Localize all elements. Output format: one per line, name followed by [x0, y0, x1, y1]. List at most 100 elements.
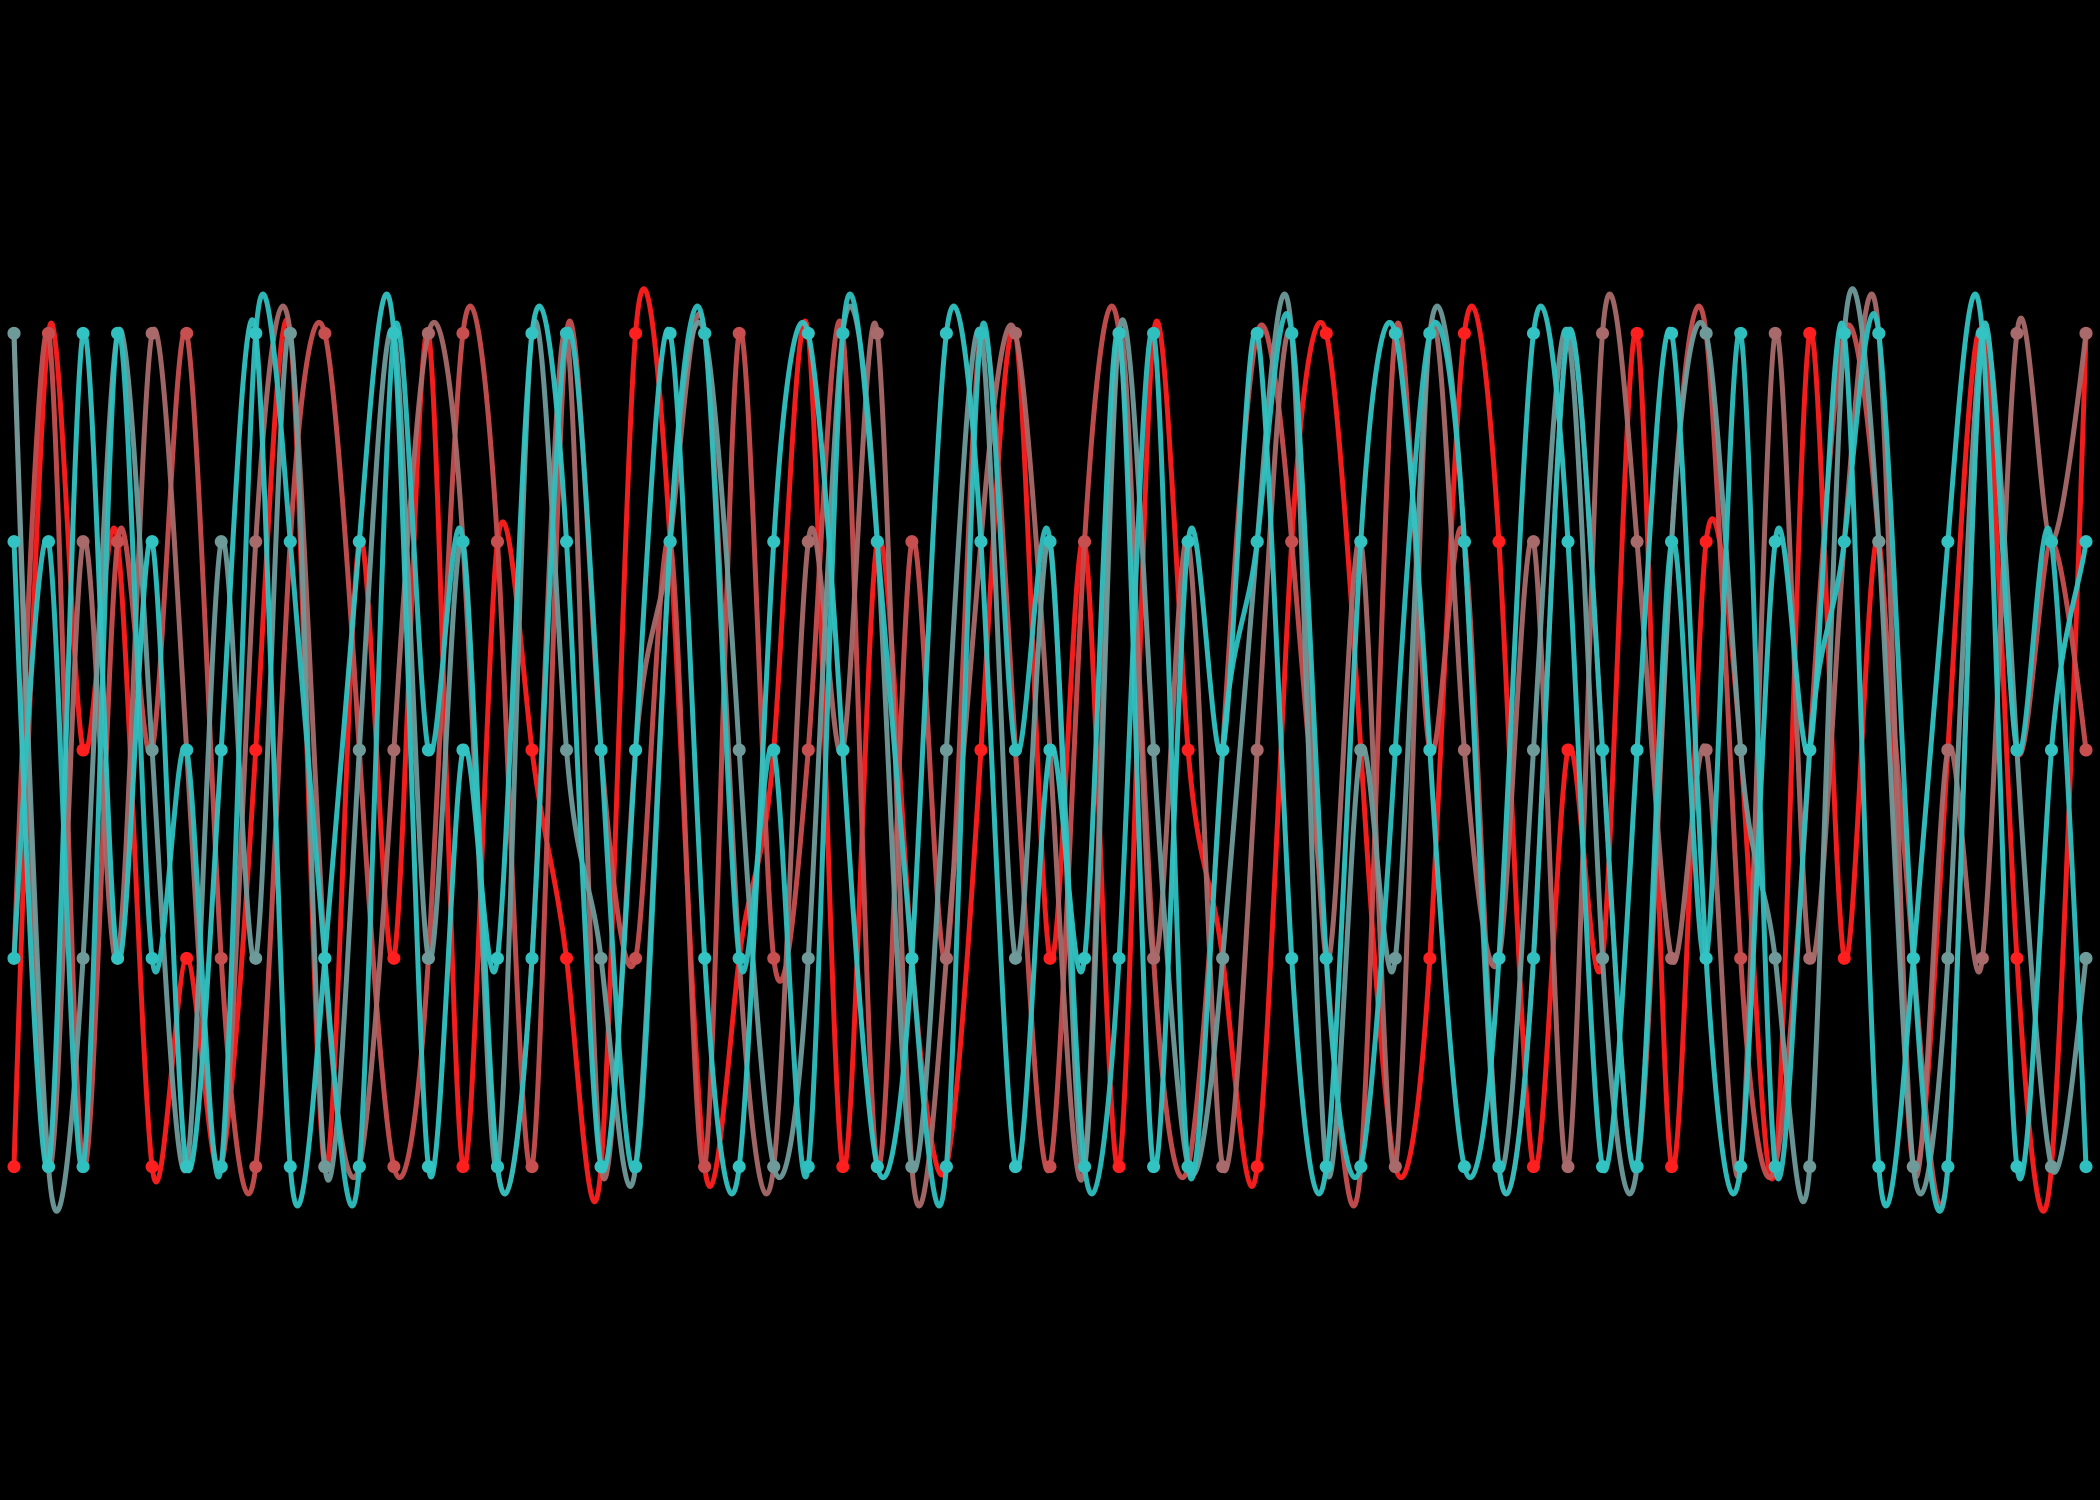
series-4-point-51	[1768, 951, 1782, 965]
series-3-point-33	[1147, 951, 1161, 965]
series-5-point-25	[870, 535, 884, 549]
series-5-point-43	[1492, 1160, 1506, 1174]
series-6-point-52	[1803, 743, 1817, 757]
series-2-point-14	[490, 535, 504, 549]
series-3-point-60	[2079, 326, 2093, 340]
series-5-point-27	[939, 1160, 953, 1174]
series-6-point-28	[974, 535, 988, 549]
series-4-point-6	[214, 535, 228, 549]
series-6-point-46	[1596, 1160, 1610, 1174]
series-1-point-36	[1250, 1160, 1264, 1174]
series-5-point-47	[1630, 1160, 1644, 1174]
series-1-point-41	[1423, 951, 1437, 965]
series-2-point-1	[42, 326, 56, 340]
series-2-point-20	[698, 1160, 712, 1174]
series-3-point-56	[1941, 743, 1955, 757]
series-3-point-40	[1388, 1160, 1402, 1174]
series-6-point-41	[1423, 743, 1437, 757]
series-1-point-49	[1699, 535, 1713, 549]
series-1-point-34	[1181, 743, 1195, 757]
series-5-point-53	[1837, 535, 1851, 549]
series-6-point-29	[1008, 1160, 1022, 1174]
series-1-point-16	[560, 951, 574, 965]
series-1-point-18	[629, 326, 643, 340]
series-2-point-50	[1734, 951, 1748, 965]
series-2-point-3	[111, 535, 125, 549]
series-3-point-11	[387, 743, 401, 757]
series-6-point-48	[1665, 326, 1679, 340]
series-1-point-5	[180, 951, 194, 965]
series-2-point-23	[801, 743, 815, 757]
series-1-point-42	[1457, 326, 1471, 340]
series-4-point-50	[1734, 743, 1748, 757]
series-5-point-58	[2010, 743, 2024, 757]
series-6-point-17	[594, 1160, 608, 1174]
series-3-point-51	[1768, 326, 1782, 340]
series-6-point-26	[905, 951, 919, 965]
series-5-point-8	[283, 535, 297, 549]
series-6-point-60	[2079, 535, 2093, 549]
series-6-point-38	[1319, 1160, 1333, 1174]
series-6-point-3	[111, 951, 125, 965]
series-5-point-12	[421, 743, 435, 757]
series-4-point-0	[7, 326, 21, 340]
series-1-point-44	[1526, 1160, 1540, 1174]
series-6-point-45	[1561, 535, 1575, 549]
series-4-point-52	[1803, 1160, 1817, 1174]
series-5-point-20	[698, 326, 712, 340]
series-layer	[7, 286, 2093, 1214]
series-3-point-2	[76, 535, 90, 549]
series-3-point-27	[939, 951, 953, 965]
series-5-point-46	[1596, 743, 1610, 757]
series-2-point-5	[180, 326, 194, 340]
series-5-point-60	[2079, 1160, 2093, 1174]
series-3-point-7	[249, 535, 263, 549]
series-4-point-26	[905, 1160, 919, 1174]
series-2-point-9	[318, 326, 332, 340]
series-4-point-33	[1147, 743, 1161, 757]
series-2-point-60	[2079, 743, 2093, 757]
series-4-point-35	[1216, 951, 1230, 965]
series-6	[7, 291, 2093, 1209]
series-3-point-57	[1975, 951, 1989, 965]
series-5-point-34	[1181, 1160, 1195, 1174]
series-6-point-2	[76, 326, 90, 340]
series-5-point-32	[1112, 951, 1126, 965]
series-5-point-24	[836, 326, 850, 340]
series-6-point-58	[2010, 1160, 2024, 1174]
series-5-point-28	[974, 326, 988, 340]
series-4-point-44	[1526, 743, 1540, 757]
series-5-point-48	[1665, 535, 1679, 549]
series-6-point-20	[698, 951, 712, 965]
series-3-point-25	[870, 326, 884, 340]
series-6-point-6	[214, 743, 228, 757]
series-6-point-31	[1078, 951, 1092, 965]
series-2-point-21	[732, 326, 746, 340]
series-6-point-22	[767, 535, 781, 549]
series-6-point-59	[2044, 743, 2058, 757]
series-1-point-7	[249, 743, 263, 757]
series-5-point-22	[767, 743, 781, 757]
series-5-point-41	[1423, 326, 1437, 340]
series-3-point-47	[1630, 535, 1644, 549]
series-6-point-35	[1216, 743, 1230, 757]
series-3-point-42	[1457, 743, 1471, 757]
series-5-point-17	[594, 743, 608, 757]
series-6-point-55	[1906, 951, 1920, 965]
series-4-point-56	[1941, 951, 1955, 965]
series-6-point-8	[283, 1160, 297, 1174]
series-2-point-13	[456, 326, 470, 340]
series-6-point-9	[318, 951, 332, 965]
series-1-point-58	[2010, 951, 2024, 965]
series-4-point-59	[2044, 1160, 2058, 1174]
series-5-point-21	[732, 951, 746, 965]
series-5-point-59	[2044, 535, 2058, 549]
series-5-point-19	[663, 535, 677, 549]
series-1-point-38	[1319, 326, 1333, 340]
series-4-point-9	[318, 1160, 332, 1174]
series-6-point-34	[1181, 535, 1195, 549]
series-5-point-38	[1319, 951, 1333, 965]
series-6-point-23	[801, 326, 815, 340]
series-4-point-2	[76, 951, 90, 965]
series-5-point-2	[76, 1160, 90, 1174]
